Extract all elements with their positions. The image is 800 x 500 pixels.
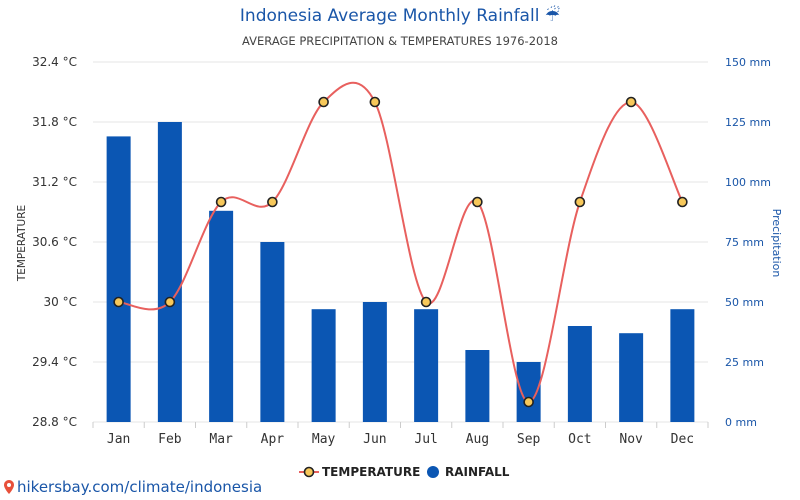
x-tick-label: Dec (671, 432, 694, 447)
rainfall-bar[interactable] (619, 333, 644, 422)
x-tick-label: Apr (261, 432, 285, 447)
x-axis-ticks: Jan Feb Mar Apr May Jun Jul Aug Sep Oct Nov Dec (107, 432, 694, 447)
left-tick-label: 29.4 °C (32, 355, 77, 369)
legend: TEMPERATURE RAINFALL (299, 465, 510, 479)
chart-subtitle: AVERAGE PRECIPITATION & TEMPERATURES 197… (242, 34, 558, 48)
x-tick-label: Nov (619, 432, 643, 447)
rainfall-bar[interactable] (567, 326, 592, 422)
temperature-point[interactable] (523, 396, 534, 408)
x-tick-label: Aug (466, 432, 489, 447)
temperature-point[interactable] (472, 196, 483, 208)
legend-item-temperature[interactable]: TEMPERATURE (299, 465, 420, 479)
left-tick-label: 31.2 °C (32, 175, 77, 189)
temperature-markers (113, 96, 688, 408)
right-axis-ticks: 150 mm 125 mm 100 mm 75 mm 50 mm 25 mm 0 mm (725, 56, 771, 429)
left-tick-label: 30 °C (44, 295, 77, 309)
temperature-point[interactable] (625, 96, 637, 108)
temperature-point[interactable] (113, 296, 124, 308)
rainfall-bar[interactable] (106, 136, 131, 422)
source-link-text[interactable]: hikersbay.com/climate/indonesia (17, 478, 263, 496)
temperature-point[interactable] (267, 196, 278, 208)
temperature-point[interactable] (369, 96, 381, 108)
left-tick-label: 30.6 °C (32, 235, 77, 249)
rainfall-bar[interactable] (362, 302, 387, 422)
legend-temperature-label: TEMPERATURE (322, 465, 420, 479)
legend-rainfall-label: RAINFALL (445, 465, 510, 479)
chart-title: Indonesia Average Monthly Rainfall ☔ (239, 6, 561, 26)
rainfall-bar[interactable] (260, 242, 285, 422)
temperature-point[interactable] (420, 296, 432, 308)
right-tick-label: 0 mm (725, 416, 757, 429)
grid-lines (92, 61, 709, 428)
temperature-point[interactable] (215, 196, 227, 208)
right-tick-label: 50 mm (725, 296, 764, 309)
right-tick-label: 25 mm (725, 356, 764, 369)
left-tick-label: 28.8 °C (32, 415, 77, 429)
x-tick-label: Sep (517, 432, 541, 447)
legend-item-rainfall[interactable]: RAINFALL (427, 465, 510, 479)
x-tick-label: Jan (107, 432, 130, 447)
left-axis-title: TEMPERATURE (16, 205, 28, 282)
temperature-point[interactable] (574, 196, 586, 208)
x-tick-label: Feb (158, 432, 182, 447)
rainfall-bar[interactable] (209, 210, 234, 422)
temperature-point[interactable] (677, 196, 688, 208)
rainfall-bar[interactable] (311, 309, 336, 422)
rainfall-bar[interactable] (670, 309, 695, 422)
legend-rainfall-marker (427, 466, 439, 478)
location-pin-icon (4, 480, 14, 494)
x-tick-label: Jul (414, 432, 437, 447)
rainfall-bar[interactable] (414, 309, 439, 422)
rainfall-bars (106, 122, 695, 422)
rainfall-bar[interactable] (465, 350, 490, 422)
temperature-point[interactable] (164, 296, 176, 308)
rainfall-bar[interactable] (157, 122, 182, 422)
temperature-point[interactable] (318, 96, 329, 108)
legend-temperature-marker (303, 466, 315, 478)
left-axis-ticks: 32.4 °C 31.8 °C 31.2 °C 30.6 °C 30 °C 29.4 °C… (32, 55, 77, 429)
left-tick-label: 32.4 °C (32, 55, 77, 69)
right-tick-label: 100 mm (725, 176, 771, 189)
right-axis-title: Precipitation (770, 209, 783, 278)
x-tick-label: Mar (209, 432, 233, 447)
left-tick-label: 31.8 °C (32, 115, 77, 129)
right-tick-label: 125 mm (725, 116, 771, 129)
x-tick-label: Jun (363, 432, 386, 447)
source-link[interactable]: hikersbay.com/climate/indonesia (4, 478, 262, 496)
right-tick-label: 75 mm (725, 236, 764, 249)
right-tick-label: 150 mm (725, 56, 771, 69)
x-tick-label: May (312, 432, 336, 447)
x-tick-label: Oct (568, 432, 591, 447)
